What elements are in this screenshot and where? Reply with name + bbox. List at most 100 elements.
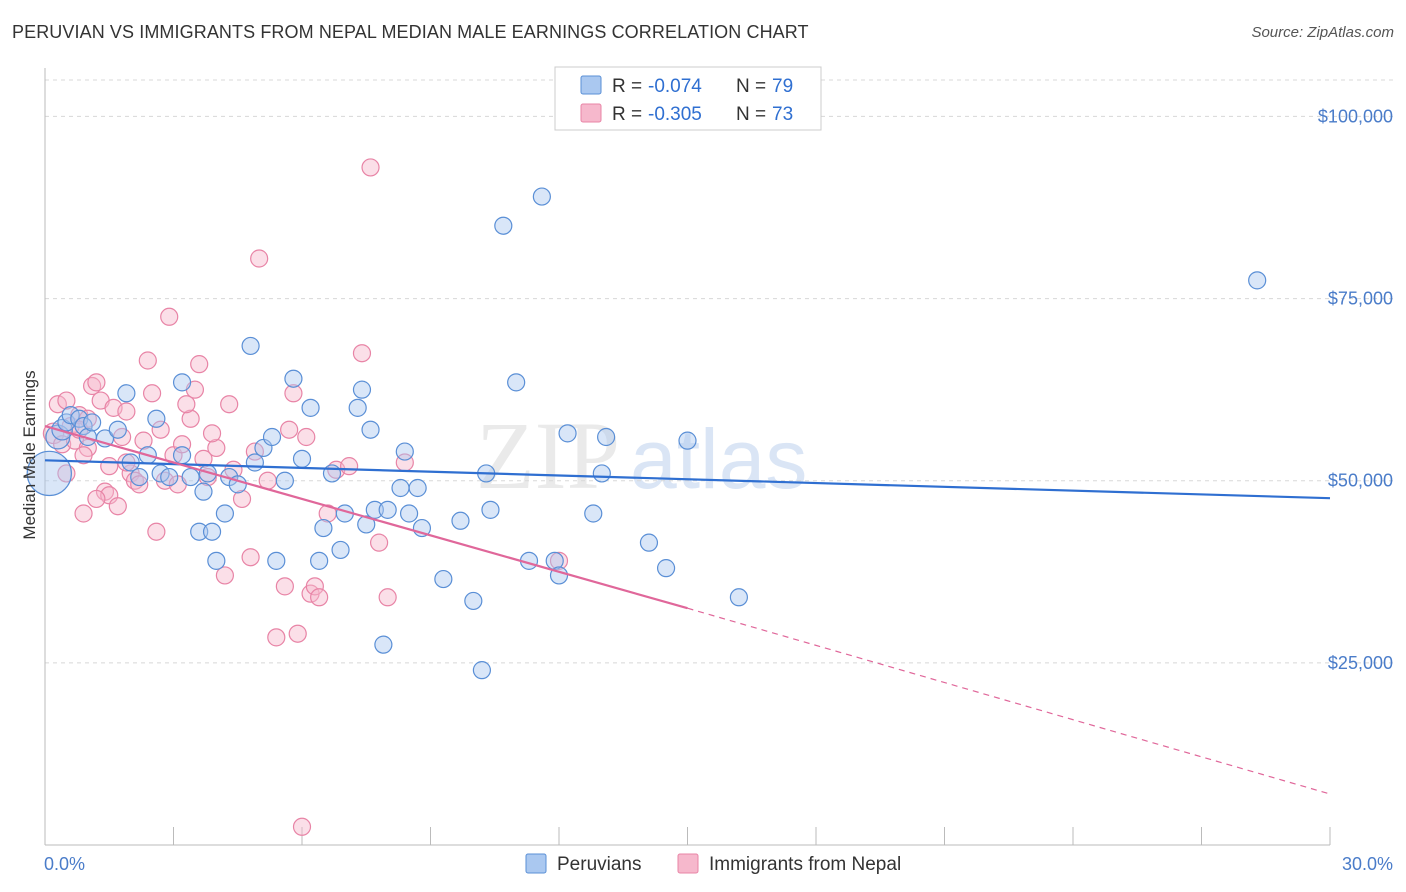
nepal-point xyxy=(292,817,312,836)
legend-n-label-1: N = xyxy=(736,76,766,97)
nepal-point xyxy=(267,628,286,647)
nepal-point xyxy=(310,588,329,607)
legend-n-value-2: 73 xyxy=(772,104,793,125)
peruvian-point xyxy=(292,449,312,468)
peruvian-point xyxy=(215,504,234,523)
peruvian-point xyxy=(352,380,372,399)
peruvian-point xyxy=(147,409,166,428)
nepal-point xyxy=(74,504,93,523)
peruvian-point xyxy=(434,569,453,589)
nepal-point xyxy=(361,158,380,177)
peruvian-point xyxy=(391,478,410,498)
nepal-point xyxy=(57,391,76,410)
nepal-point xyxy=(134,431,153,450)
peruvian-point xyxy=(507,373,526,392)
peruvian-point xyxy=(374,635,393,654)
nepal-point xyxy=(207,438,226,458)
nepal-point xyxy=(370,533,389,552)
nepal-point xyxy=(220,395,239,414)
y-axis-label: Median Male Earnings xyxy=(20,370,39,539)
nepal-point xyxy=(378,588,397,607)
y-tick-label: $100,000 xyxy=(1318,106,1393,126)
nepal-point xyxy=(352,344,372,363)
nepal-point xyxy=(100,457,119,476)
source-label: Source: ZipAtlas.com xyxy=(1251,24,1394,41)
nepal-point xyxy=(151,420,170,439)
peruvians-trend-line xyxy=(44,459,1331,500)
peruvian-point xyxy=(656,559,676,578)
peruvian-point xyxy=(348,398,367,417)
peruvian-point xyxy=(597,427,616,447)
nepal-point xyxy=(138,351,157,370)
peruvian-point xyxy=(190,522,209,541)
bottom-legend: Peruvians Immigrants from Nepal xyxy=(525,853,901,875)
trend-lines xyxy=(44,425,1331,795)
x-tick-label: 0.0% xyxy=(44,854,85,874)
nepal-point xyxy=(202,424,222,443)
bottom-legend-swatch-nepal xyxy=(677,853,699,874)
bottom-legend-nepal: Immigrants from Nepal xyxy=(709,854,901,875)
watermark-zip: ZIP xyxy=(476,402,620,509)
peruvian-point xyxy=(592,464,611,483)
peruvian-point xyxy=(378,500,397,519)
peruvian-point xyxy=(678,431,697,450)
peruvian-point xyxy=(545,551,564,570)
nepal-point xyxy=(288,624,307,643)
peruvian-point xyxy=(584,504,603,523)
peruvian-point xyxy=(639,533,659,552)
peruvian-point xyxy=(481,500,500,519)
tick-labels: $25,000 $50,000 $75,000 $100,000 0.0% 30.0% xyxy=(44,106,1393,874)
nepal-point xyxy=(280,420,299,439)
peruvian-point xyxy=(357,515,376,534)
peruvian-point xyxy=(83,413,102,432)
legend-n-label-2: N = xyxy=(736,104,766,125)
gridlines xyxy=(45,79,1393,664)
peruvian-point xyxy=(26,450,72,497)
legend-n-value-1: 79 xyxy=(772,76,793,97)
peruvian-point xyxy=(729,588,749,607)
legend-r-value-2: -0.305 xyxy=(648,104,702,125)
nepal-point xyxy=(108,497,127,516)
peruvian-point xyxy=(275,471,294,490)
peruvian-point xyxy=(314,518,333,538)
nepal-trend-line-dashed xyxy=(687,607,1331,795)
peruvian-point xyxy=(160,467,179,487)
nepal-point xyxy=(241,548,260,567)
peruvian-point xyxy=(262,427,282,447)
peruvian-point xyxy=(267,551,286,570)
peruvian-point xyxy=(1248,271,1267,290)
nepal-point xyxy=(549,551,569,570)
peruvian-point xyxy=(365,500,384,519)
legend-swatch-nepal xyxy=(580,103,602,123)
nepal-point xyxy=(87,489,106,509)
nepal-point xyxy=(181,409,200,428)
nepal-point xyxy=(177,395,196,414)
legend-r-label-2: R = xyxy=(612,104,642,125)
chart-title: PERUVIAN VS IMMIGRANTS FROM NEPAL MEDIAN… xyxy=(12,22,809,42)
peruvian-point xyxy=(451,511,470,530)
legend-r-label-1: R = xyxy=(612,76,642,97)
bottom-legend-peruvians: Peruvians xyxy=(557,854,642,875)
x-tick-label: 30.0% xyxy=(1342,854,1393,874)
legend-swatch-peruvians xyxy=(580,75,602,95)
axes xyxy=(44,68,1331,846)
nepal-point xyxy=(305,577,324,596)
legend: R = -0.074 N = 79 R = -0.305 N = 73 xyxy=(554,66,822,131)
peruvian-point xyxy=(108,420,127,439)
peruvian-point xyxy=(472,661,491,680)
nepal-point xyxy=(284,384,303,403)
nepal-point xyxy=(160,307,179,326)
nepal-point xyxy=(142,384,162,403)
nepal-point xyxy=(232,489,252,509)
peruvian-point xyxy=(494,216,513,235)
peruvian-point xyxy=(301,398,320,417)
peruvian-point xyxy=(532,187,551,206)
nepal-point xyxy=(87,373,106,392)
nepal-point xyxy=(190,355,209,374)
y-tick-label: $50,000 xyxy=(1328,471,1393,491)
peruvian-point xyxy=(310,551,329,570)
y-tick-label: $75,000 xyxy=(1328,289,1393,309)
peruvian-point xyxy=(284,369,303,388)
peruvian-point xyxy=(558,424,577,443)
